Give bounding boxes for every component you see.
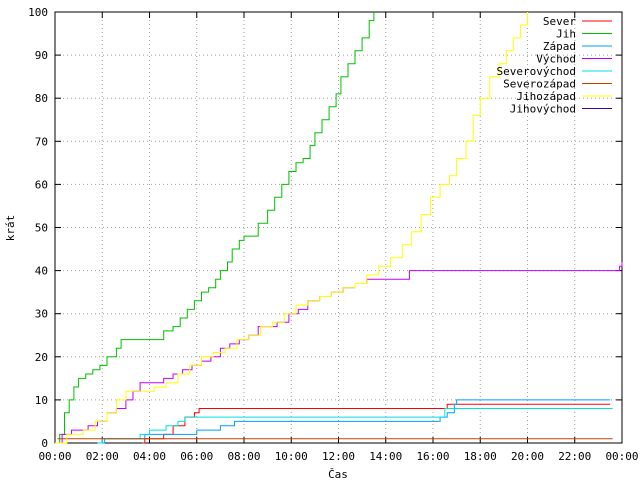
legend-label: Jih	[556, 28, 576, 41]
x-tick-label: 18:00	[464, 450, 497, 463]
y-tick-label: 20	[35, 351, 48, 364]
y-tick-label: 60	[35, 178, 48, 191]
y-tick-label: 30	[35, 308, 48, 321]
axis-ticks: 0 10 20 30 40 50 60 70 80 90 100 00:00 02:00 04:00 06:…	[28, 6, 638, 463]
x-axis-label: Čas	[328, 468, 348, 480]
legend-label: Sever	[543, 15, 576, 28]
x-tick-label: 04:00	[133, 450, 166, 463]
y-tick-label: 0	[41, 437, 48, 450]
y-tick-label: 100	[28, 6, 48, 19]
x-tick-label: 00:00	[605, 450, 638, 463]
x-tick-label: 10:00	[275, 450, 308, 463]
legend-label: Severovýchod	[497, 65, 576, 78]
series-line-jihozápad	[55, 12, 528, 444]
legend-label: Východ	[536, 53, 576, 66]
legend-label: Severozápad	[503, 78, 576, 91]
x-tick-label: 06:00	[180, 450, 213, 463]
x-tick-label: 02:00	[86, 450, 119, 463]
series-lines	[55, 12, 623, 444]
y-tick-label: 50	[35, 222, 48, 235]
x-tick-label: 22:00	[558, 450, 591, 463]
x-tick-label: 12:00	[322, 450, 355, 463]
y-tick-label: 90	[35, 49, 48, 62]
legend-label: Jihozápad	[516, 90, 576, 103]
series-line-jih	[55, 12, 375, 444]
y-tick-label: 40	[35, 265, 48, 278]
y-tick-label: 80	[35, 92, 48, 105]
y-tick-label: 70	[35, 135, 48, 148]
x-tick-label: 16:00	[416, 450, 449, 463]
legend: SeverJihZápadVýchodSeverovýchodSeverozáp…	[497, 15, 612, 116]
x-tick-label: 08:00	[227, 450, 260, 463]
y-axis-label: krát	[4, 215, 17, 242]
x-tick-label: 20:00	[511, 450, 544, 463]
x-tick-label: 00:00	[38, 450, 71, 463]
legend-label: Západ	[543, 40, 576, 53]
legend-label: Jihovýchod	[510, 103, 576, 116]
x-tick-label: 14:00	[369, 450, 402, 463]
y-tick-label: 10	[35, 394, 48, 407]
